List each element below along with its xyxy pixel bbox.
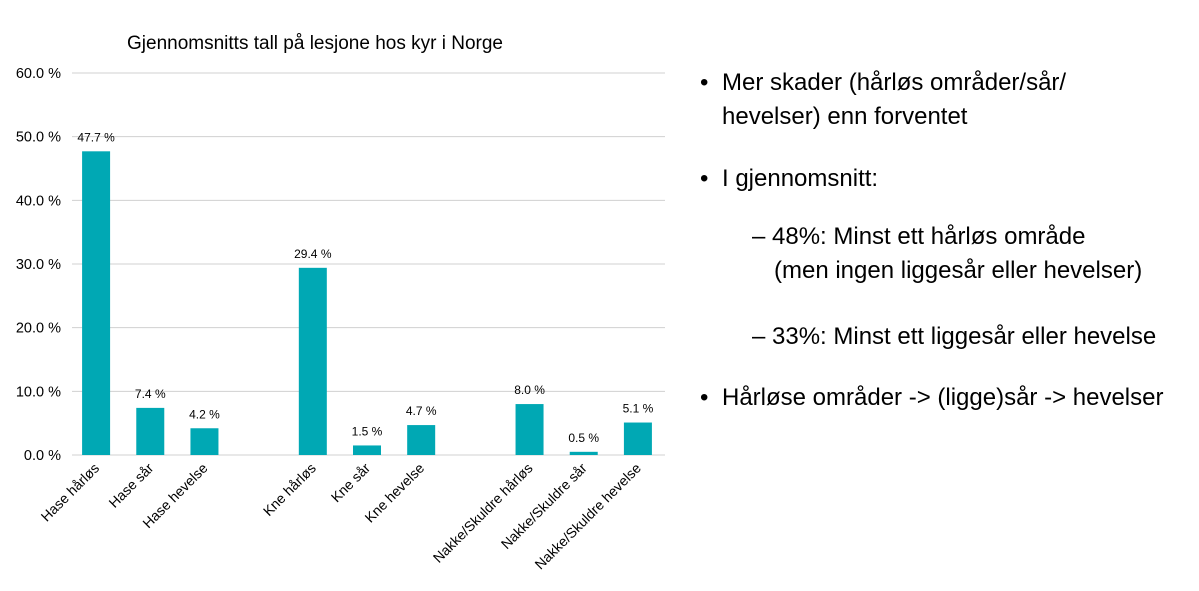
data-label: 47.7 % xyxy=(77,130,115,144)
bullet-dot-icon: • xyxy=(700,69,709,96)
y-tick-label: 60.0 % xyxy=(16,66,61,82)
bar xyxy=(298,267,327,455)
bullet-3-text: Hårløse områder -> (ligge)sår -> hevelse… xyxy=(722,384,1164,411)
sub-bullet-1-line-2: (men ingen liggesår eller hevelser) xyxy=(774,257,1143,284)
bullet-2-text: I gjennomsnitt: xyxy=(722,165,879,192)
bullet-1-line-2: hevelser) enn forventet xyxy=(722,103,968,130)
y-tick-label: 10.0 % xyxy=(16,384,61,400)
data-label: 5.1 % xyxy=(623,402,654,416)
data-label: 0.5 % xyxy=(568,431,599,445)
sub-bullet-2-text: – 33%: Minst ett liggesår eller hevelse xyxy=(752,323,1157,350)
x-tick-label: Nakke/Skuldre hårløs xyxy=(430,460,536,566)
bar xyxy=(407,425,436,455)
x-tick-label: Kne hårløs xyxy=(260,460,319,519)
y-tick-label: 0.0 % xyxy=(24,448,61,464)
data-label: 8.0 % xyxy=(514,383,545,397)
bullet-item-3: • Hårløse områder -> (ligge)sår -> hevel… xyxy=(700,381,1163,415)
y-axis-ticks: 0.0 % 10.0 % 20.0 % 30.0 % 40.0 % 50.0 % 60.0 … xyxy=(16,66,61,464)
y-tick-label: 30.0 % xyxy=(16,257,61,273)
bar-chart: Gjennomsnitts tall på lesjone hos kyr i … xyxy=(16,33,665,573)
y-tick-label: 50.0 % xyxy=(16,130,61,146)
bar xyxy=(569,451,598,455)
sub-bullet-1: – 48%: Minst ett hårløs område (men inge… xyxy=(752,220,1142,288)
bar xyxy=(353,445,381,455)
data-label: 29.4 % xyxy=(294,247,332,261)
bar xyxy=(82,151,111,455)
bullet-1-line-1: Mer skader (hårløs områder/sår/ xyxy=(722,69,1067,96)
x-tick-label: Hase hårløs xyxy=(38,460,103,525)
y-tick-label: 20.0 % xyxy=(16,321,61,337)
data-label: 4.7 % xyxy=(406,404,437,418)
bar xyxy=(623,422,652,455)
x-tick-label: Hase sår xyxy=(105,460,156,511)
data-labels: 47.7 % 7.4 % 4.2 % 29.4 % 1.5 % 4.7 % 8.0 % 0.5… xyxy=(77,130,653,445)
data-label: 1.5 % xyxy=(352,424,383,438)
bars xyxy=(82,151,652,455)
bullet-item-1: • Mer skader (hårløs områder/sår/ hevels… xyxy=(700,66,1066,134)
sub-bullet-1-line-1: – 48%: Minst ett hårløs område xyxy=(752,223,1086,250)
chart-title: Gjennomsnitts tall på lesjone hos kyr i … xyxy=(127,33,503,54)
y-tick-label: 40.0 % xyxy=(16,193,61,209)
bullet-dot-icon: • xyxy=(700,384,709,411)
x-tick-label: Kne sår xyxy=(328,460,374,506)
bar xyxy=(190,428,219,455)
bullet-dot-icon: • xyxy=(700,165,709,192)
data-label: 4.2 % xyxy=(189,407,220,421)
x-tick-label: Nakke/Skuldre hevelse xyxy=(531,460,644,573)
bar xyxy=(515,404,544,455)
bullet-item-2: • I gjennomsnitt: xyxy=(700,162,878,196)
data-label: 7.4 % xyxy=(135,387,166,401)
bar xyxy=(136,407,165,455)
sub-bullet-2: – 33%: Minst ett liggesår eller hevelse xyxy=(752,320,1156,354)
gridlines xyxy=(72,72,665,456)
